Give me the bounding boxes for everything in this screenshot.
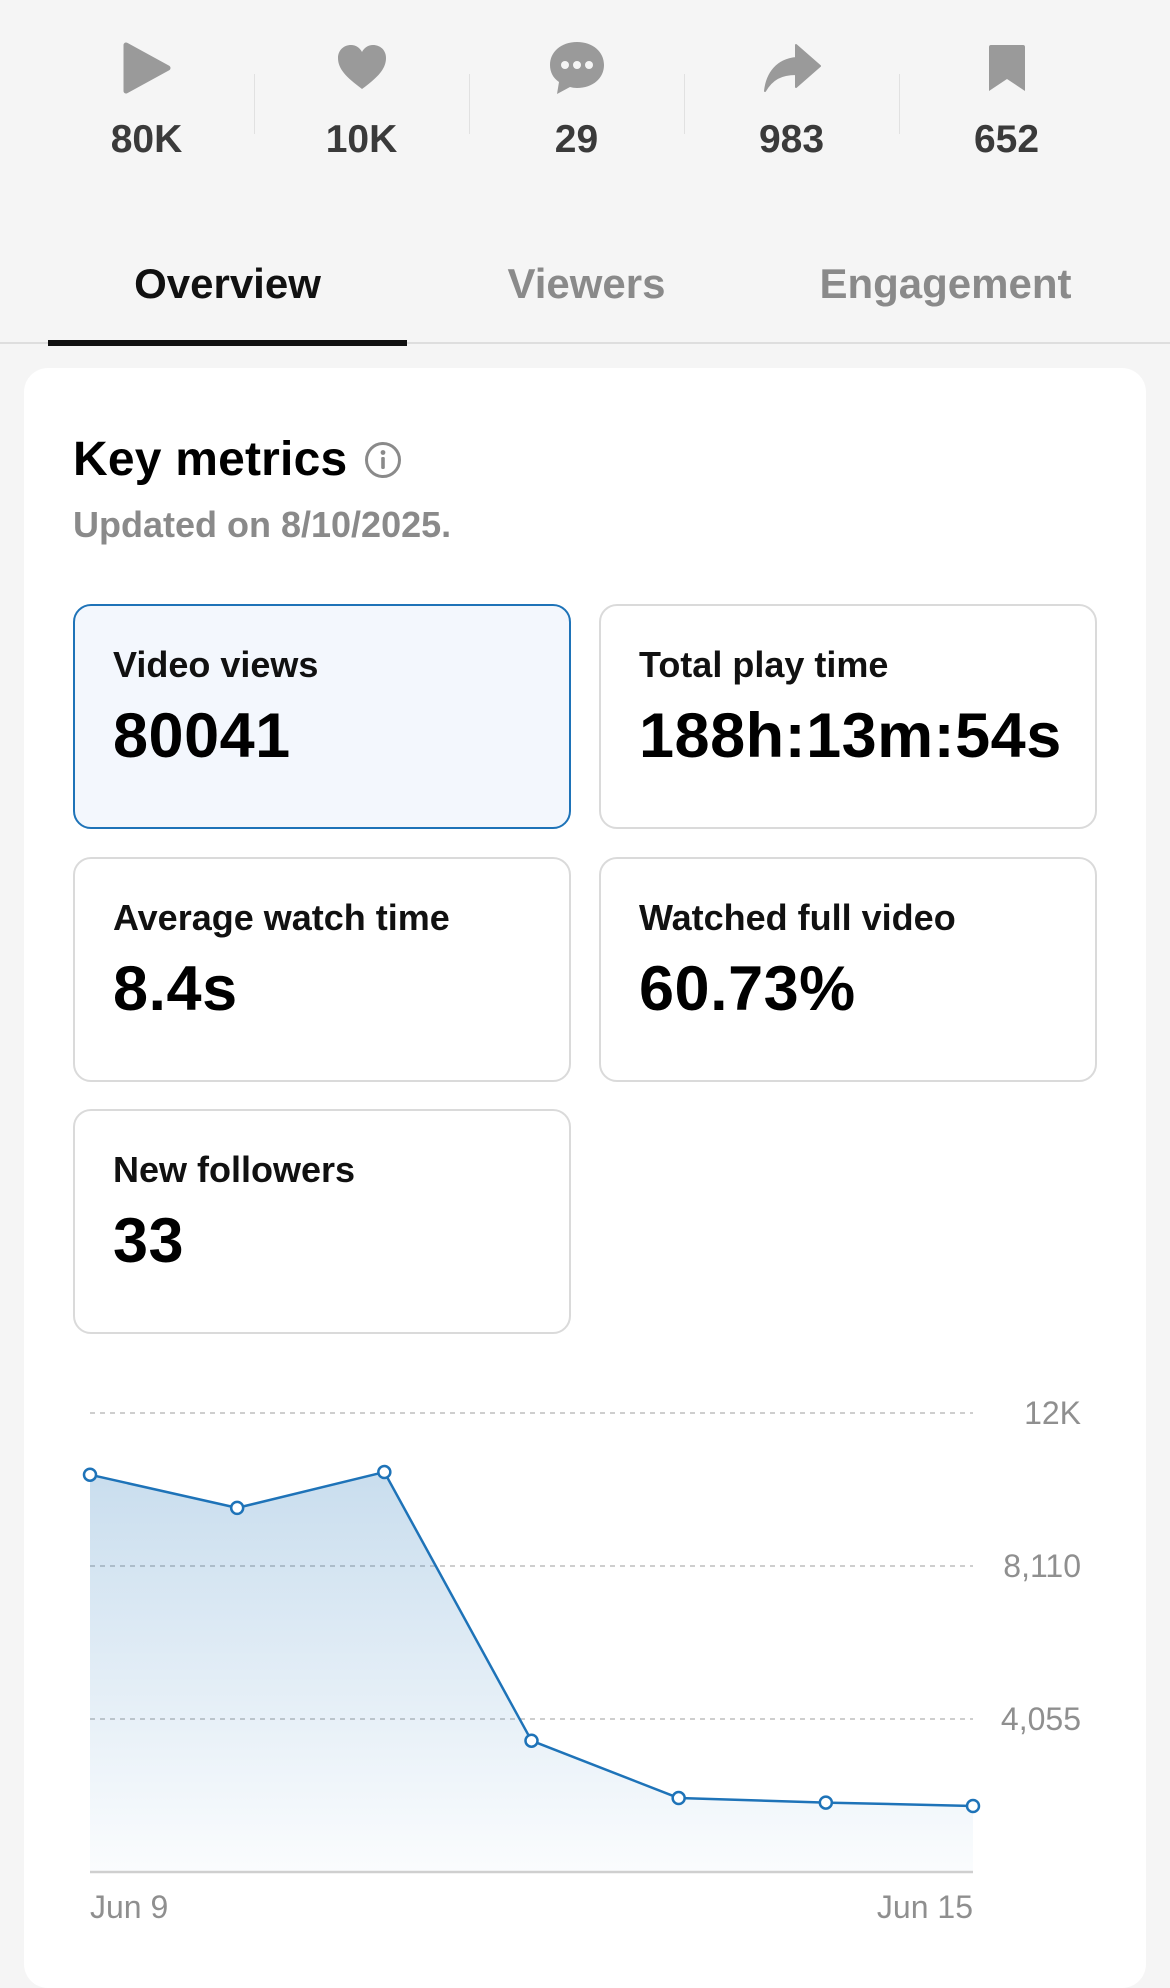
stat-comments-value: 29 xyxy=(554,118,599,161)
key-metrics-header: Key metrics xyxy=(73,432,403,487)
data-point xyxy=(524,1733,539,1748)
info-icon[interactable] xyxy=(363,440,403,480)
area-fill xyxy=(90,1472,973,1872)
y-tick-label: 8,110 xyxy=(1003,1548,1081,1584)
stat-views-value: 80K xyxy=(110,118,183,161)
data-point xyxy=(671,1790,686,1806)
data-point xyxy=(377,1464,392,1480)
play-icon xyxy=(117,38,177,98)
tab-viewers[interactable]: Viewers xyxy=(407,248,766,344)
stat-likes: 10K xyxy=(254,38,469,188)
tab-active-indicator xyxy=(48,340,407,346)
updated-timestamp: Updated on 8/10/2025. xyxy=(73,504,452,545)
metric-value: 60.73% xyxy=(639,954,856,1024)
tab-engagement-label: Engagement xyxy=(819,260,1072,307)
metric-new-followers[interactable]: New followers 33 xyxy=(73,1109,571,1334)
stats-row: 80K 10K 29 983 652 xyxy=(39,38,1114,188)
stat-likes-value: 10K xyxy=(325,118,398,161)
key-metrics-title: Key metrics xyxy=(73,433,348,486)
metric-label: Watched full video xyxy=(639,897,956,938)
metric-label: Video views xyxy=(113,644,319,685)
bookmark-icon xyxy=(977,38,1037,98)
metric-value: 33 xyxy=(113,1206,185,1276)
metric-label: Average watch time xyxy=(113,897,450,938)
data-point xyxy=(82,1467,98,1482)
tab-overview[interactable]: Overview xyxy=(48,248,407,346)
comment-icon xyxy=(547,38,607,98)
stat-saves-value: 652 xyxy=(973,118,1040,161)
tab-bar: Overview Viewers Engagement xyxy=(0,248,1170,346)
tab-overview-label: Overview xyxy=(134,260,321,307)
metric-average-watch-time[interactable]: Average watch time 8.4s xyxy=(73,857,571,1082)
metric-value: 8.4s xyxy=(113,954,238,1024)
metric-total-play-time[interactable]: Total play time 188h:13m:54s xyxy=(599,604,1097,829)
key-metrics-card: Key metrics Updated on 8/10/2025. Video … xyxy=(24,368,1146,1988)
y-tick-label: 12K xyxy=(1024,1395,1081,1431)
metric-video-views[interactable]: Video views 80041 xyxy=(73,604,571,829)
metric-label: Total play time xyxy=(639,644,889,685)
y-tick-label: 4,055 xyxy=(1001,1701,1081,1737)
data-point xyxy=(229,1500,245,1516)
metric-watched-full-video[interactable]: Watched full video 60.73% xyxy=(599,857,1097,1082)
data-point xyxy=(818,1795,834,1810)
tab-engagement[interactable]: Engagement xyxy=(766,248,1125,344)
share-icon xyxy=(762,38,822,98)
heart-icon xyxy=(332,38,392,98)
x-tick-label: Jun 9 xyxy=(90,1889,168,1925)
stat-comments: 29 xyxy=(469,38,684,188)
metric-label: New followers xyxy=(113,1149,356,1190)
stat-views: 80K xyxy=(39,38,254,188)
stat-shares: 983 xyxy=(684,38,899,188)
tab-viewers-label: Viewers xyxy=(507,260,666,307)
stat-shares-value: 983 xyxy=(758,118,825,161)
data-point xyxy=(965,1798,981,1814)
x-tick-label: Jun 15 xyxy=(877,1889,973,1925)
stat-saves: 652 xyxy=(899,38,1114,188)
metric-value: 188h:13m:54s xyxy=(639,701,1062,771)
metric-value: 80041 xyxy=(113,701,291,771)
